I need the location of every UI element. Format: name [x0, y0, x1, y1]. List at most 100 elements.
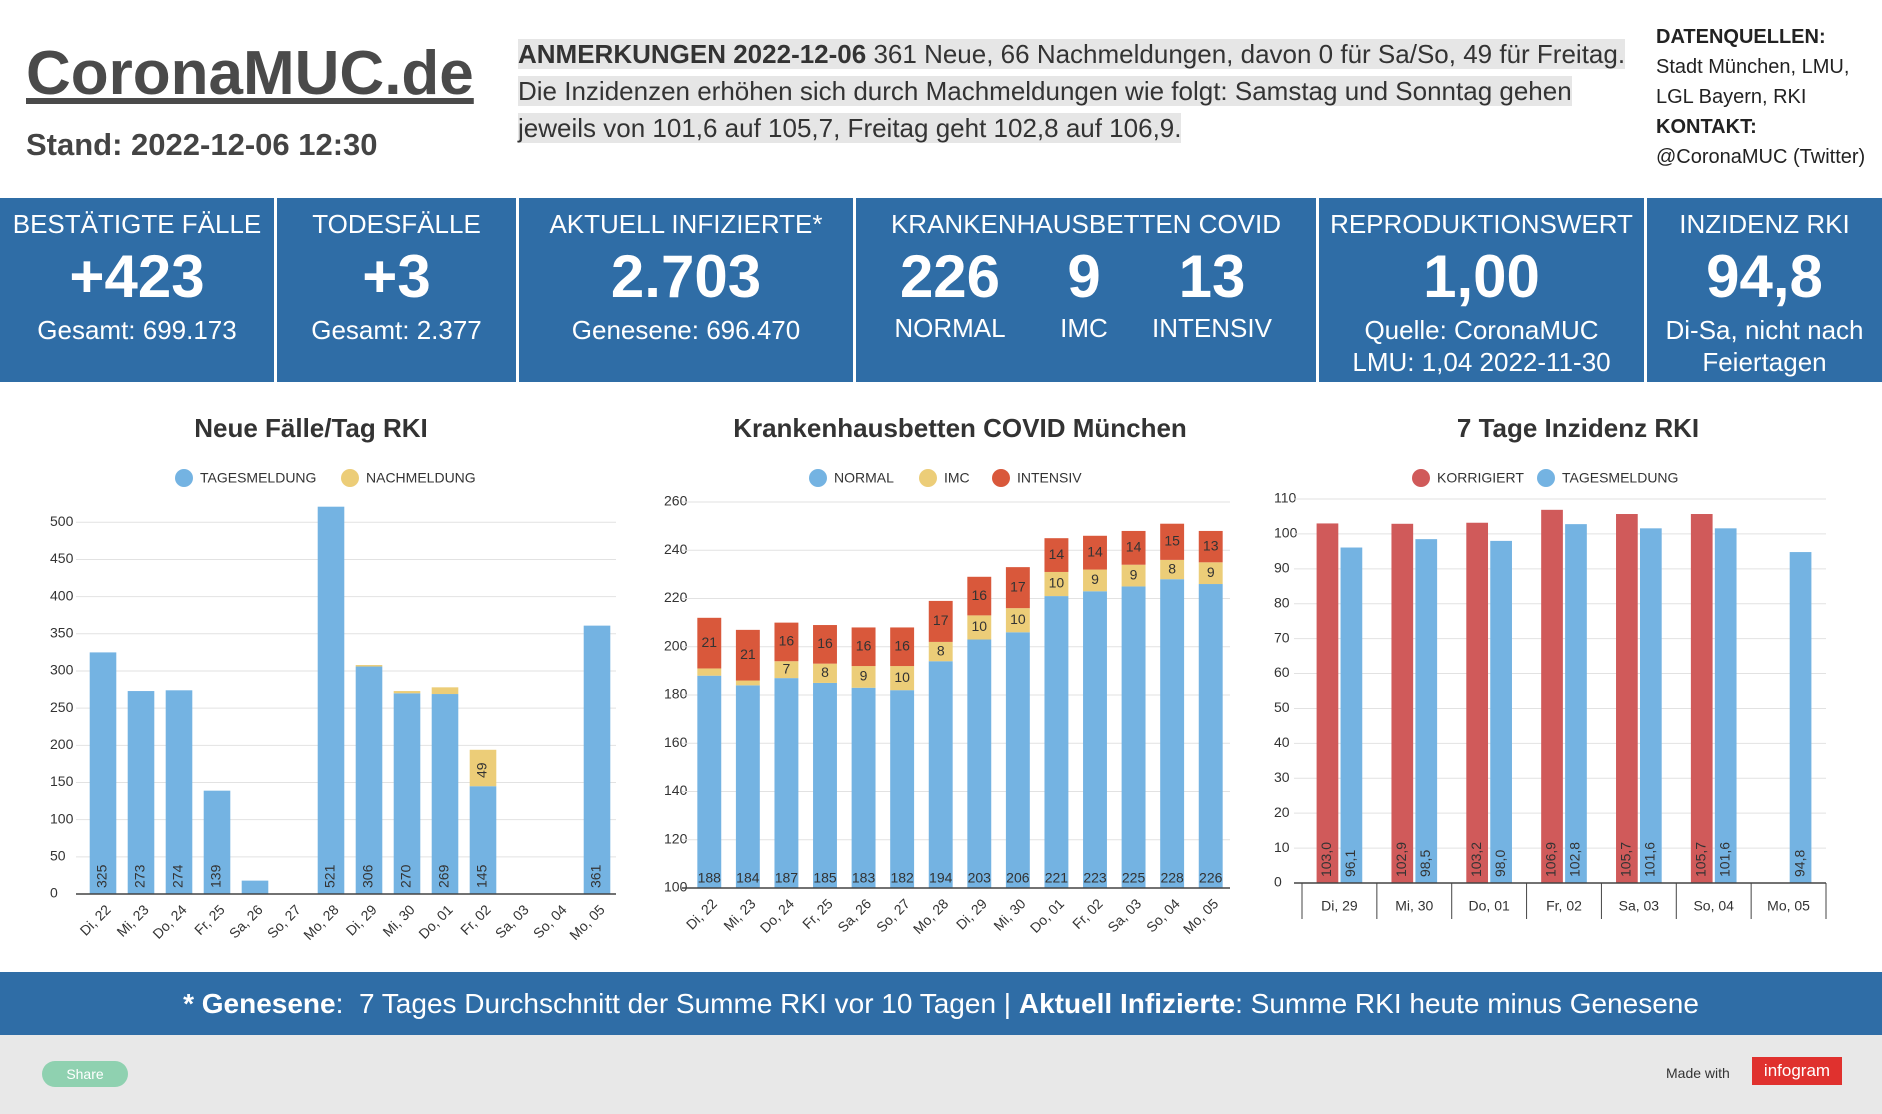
bar-segment	[774, 622, 799, 662]
bar-segment	[127, 691, 155, 894]
x-tick-label: Mi, 23	[720, 895, 758, 933]
bar-segment	[165, 690, 193, 894]
value-label: 9	[1091, 571, 1099, 587]
footnote: * Genesene: 7 Tages Durchschnitt der Sum…	[0, 972, 1882, 1035]
bar-segment	[317, 506, 345, 894]
x-tick-label: Sa, 03	[1104, 895, 1144, 935]
kpi-value: 226	[899, 243, 1001, 310]
kpi-label: INZIDENZ RKI	[1679, 209, 1850, 239]
y-tick-label: 30	[1274, 769, 1290, 785]
y-tick-label: 100	[50, 810, 74, 826]
y-tick-label: 200	[50, 736, 74, 752]
y-tick-label: 0	[1274, 874, 1282, 890]
x-tick-label: Fr, 25	[799, 895, 836, 932]
bar-segment	[355, 666, 383, 894]
bar-segment	[697, 675, 722, 888]
legend-marker	[992, 469, 1010, 487]
kpi-value: 1,00	[1423, 243, 1540, 310]
bar	[1639, 528, 1662, 883]
value-label: 306	[360, 864, 376, 888]
bar-segment	[928, 600, 953, 642]
bar-segment	[393, 693, 421, 894]
kpi-item: 13 INTENSIV	[1142, 242, 1282, 344]
bar-segment	[697, 617, 722, 669]
bar-segment	[851, 687, 876, 888]
legend-label: TAGESMELDUNG	[1562, 470, 1678, 486]
y-tick-label: 40	[1274, 734, 1290, 750]
kpi-item-label: IMC	[1060, 313, 1108, 343]
kpi-box: TODESFÄLLE +3 Gesamt: 2.377	[277, 198, 516, 382]
kpi-item-label: NORMAL	[894, 313, 1006, 343]
bar-segment	[469, 749, 497, 787]
bar	[1391, 523, 1414, 883]
kpi-band: BESTÄTIGTE FÄLLE +423 Gesamt: 699.173 TO…	[0, 198, 1882, 382]
kpi-box: REPRODUKTIONSWERT 1,00 Quelle: CoronaMUC…	[1319, 198, 1644, 382]
value-label: 101,6	[1642, 842, 1658, 877]
y-tick-label: 300	[50, 662, 74, 678]
kpi-value: 9	[1067, 243, 1101, 310]
separator	[516, 198, 519, 382]
x-tick-label: Di, 29	[343, 901, 380, 938]
value-label: 14	[1087, 543, 1103, 559]
value-label: 16	[817, 635, 833, 651]
legend-label: NORMAL	[834, 470, 894, 486]
x-tick-label: Fr, 25	[191, 901, 228, 938]
value-label: 270	[398, 864, 414, 888]
value-label: 182	[890, 870, 914, 886]
bar-segment	[583, 625, 611, 894]
bar-segment	[735, 680, 760, 686]
x-tick-label: Mo, 05	[1180, 895, 1222, 937]
bar-segment	[928, 661, 953, 888]
share-button[interactable]: Share	[42, 1061, 128, 1087]
x-tick-label: Mo, 05	[566, 901, 608, 943]
x-tick-label: Do, 01	[415, 901, 456, 942]
x-tick-label: Do, 01	[1027, 895, 1068, 936]
value-label: 139	[208, 864, 224, 888]
timestamp: Stand: 2022-12-06 12:30	[26, 127, 378, 162]
value-label: 16	[971, 587, 987, 603]
kpi-sub-line: Feiertagen	[1702, 347, 1827, 377]
value-label: 221	[1045, 870, 1069, 886]
bar-segment	[890, 627, 915, 667]
y-tick-label: 180	[664, 686, 688, 702]
bar	[1714, 528, 1737, 883]
footnote-text: : 7 Tages Durchschnitt der Summe RKI vor…	[335, 988, 1019, 1019]
y-tick-label: 50	[50, 848, 66, 864]
x-tick-label: Do, 01	[1469, 898, 1510, 914]
kpi-sub: Gesamt: 699.173	[37, 315, 237, 345]
kpi-item-label: INTENSIV	[1152, 313, 1272, 343]
value-label: 183	[852, 870, 876, 886]
value-label: 273	[132, 864, 148, 888]
kpi-box: AKTUELL INFIZIERTE* 2.703 Genesene: 696.…	[519, 198, 853, 382]
value-label: 226	[1199, 870, 1223, 886]
bar-segment	[1083, 591, 1107, 888]
legend-label: INTENSIV	[1017, 470, 1082, 486]
bar	[1316, 523, 1339, 883]
bar-segment	[967, 576, 992, 616]
value-label: 16	[856, 637, 872, 653]
kpi-label: BESTÄTIGTE FÄLLE	[12, 209, 262, 239]
bar-segment	[1198, 530, 1223, 563]
sources-heading: DATENQUELLEN:	[1656, 26, 1826, 48]
value-label: 13	[1203, 537, 1219, 553]
bar	[1490, 540, 1512, 883]
y-tick-label: 160	[664, 734, 688, 750]
x-tick-label: Mo, 28	[300, 901, 342, 943]
bar-segment	[890, 690, 915, 888]
x-tick-label: Sa, 03	[1619, 898, 1660, 914]
bottom-bar: Share Made with infogram	[0, 1035, 1882, 1114]
value-label: 325	[94, 864, 110, 888]
legend-label: TAGESMELDUNG	[200, 470, 316, 486]
kpi-label: KRANKENHAUSBETTEN COVID	[890, 209, 1282, 239]
value-label: 102,8	[1567, 842, 1583, 877]
x-tick-label: So, 04	[530, 901, 570, 941]
value-label: 103,0	[1318, 842, 1334, 877]
value-label: 7	[783, 660, 791, 676]
brand-logo[interactable]: infogram	[1752, 1057, 1842, 1085]
kpi-item: 226 NORMAL	[880, 242, 1020, 344]
value-label: 10	[1010, 611, 1026, 627]
notes: ANMERKUNGEN 2022-12-06 361 Neue, 66 Nach…	[518, 36, 1648, 147]
x-tick-label: Do, 24	[757, 895, 798, 936]
x-tick-label: Mi, 30	[990, 895, 1028, 933]
value-label: 14	[1049, 546, 1065, 562]
